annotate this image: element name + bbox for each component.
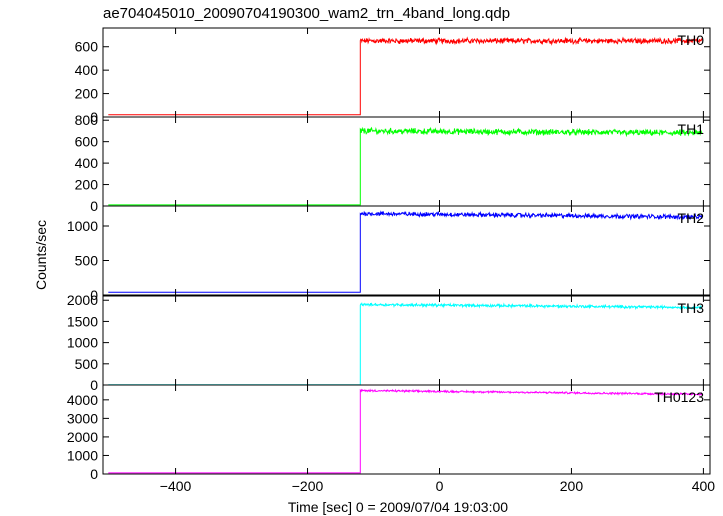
y-tick-label: 500: [75, 356, 99, 372]
x-tick-label: −400: [160, 478, 192, 494]
series-label-th3: TH3: [678, 300, 705, 316]
series-line-th1: [108, 126, 703, 206]
y-tick-label: 1000: [67, 218, 98, 234]
x-tick-label: 400: [692, 478, 716, 494]
y-tick-label: 2000: [67, 429, 98, 445]
y-tick-label: 200: [75, 177, 99, 193]
y-tick-label: 600: [75, 39, 99, 55]
x-axis-label: Time [sec] 0 = 2009/07/04 19:03:00: [288, 499, 508, 515]
y-axis-label: Counts/sec: [33, 220, 49, 290]
y-tick-label: 500: [75, 253, 99, 269]
panel-th2: 0 500 1000 TH2: [67, 205, 711, 303]
y-tick-label: 400: [75, 155, 99, 171]
panel-th1: 0 200 400 600 800 TH1: [75, 112, 711, 214]
y-tick-label: 600: [75, 134, 99, 150]
series-label-th0: TH0: [678, 32, 705, 48]
panels: 0 200 400 600 TH0 0 200 400 600 800 TH1 0 500 1000 TH2…: [67, 27, 716, 494]
y-tick-label: 200: [75, 86, 99, 102]
y-tick-label: 0: [90, 466, 98, 482]
series-line-th0: [108, 36, 703, 116]
y-tick-label: 0: [90, 377, 98, 393]
chart-title: ae704045010_20090704190300_wam2_trn_4ban…: [103, 5, 510, 22]
y-tick-label: 0: [90, 287, 98, 303]
x-tick-label: 200: [560, 478, 584, 494]
panel-th3: 0 500 1000 1500 2000 TH3: [67, 292, 711, 393]
series-label-th2: TH2: [678, 210, 705, 226]
y-tick-label: 800: [75, 112, 99, 128]
panel-frame: [102, 295, 711, 386]
series-line-th2: [108, 210, 703, 293]
series-line-th0123: [108, 388, 703, 474]
series-label-th1: TH1: [678, 121, 705, 137]
y-tick-label: 0: [90, 198, 98, 214]
series-label-th0123: TH0123: [654, 389, 704, 405]
y-tick-label: 1000: [67, 447, 98, 463]
y-tick-label: 2000: [67, 292, 98, 308]
panel-frame: [102, 384, 711, 475]
panel-th0: 0 200 400 600 TH0: [75, 27, 711, 125]
y-tick-label: 1000: [67, 335, 98, 351]
y-tick-label: 400: [75, 62, 99, 78]
panel-frame: [102, 205, 711, 296]
y-tick-label: 1500: [67, 313, 98, 329]
x-tick-label: 0: [436, 478, 444, 494]
x-tick-label: −200: [292, 478, 324, 494]
y-tick-label: 0: [90, 109, 98, 125]
series-line-th3: [108, 302, 703, 386]
y-tick-label: 3000: [67, 410, 98, 426]
y-tick-label: 4000: [67, 392, 98, 408]
panel-th0123: 0 1000 2000 3000 4000 TH0123: [67, 384, 711, 482]
